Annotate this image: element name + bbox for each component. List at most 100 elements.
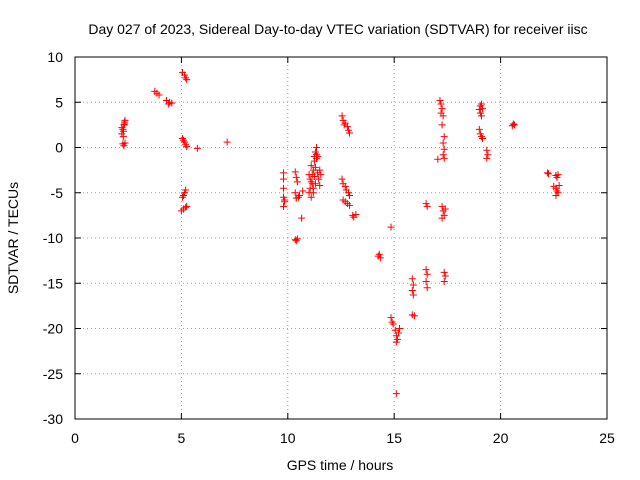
scatter-point — [298, 214, 306, 222]
scatter-point — [392, 390, 400, 398]
scatter-point — [409, 291, 417, 299]
scatter-point — [313, 151, 321, 159]
scatter-point — [410, 312, 418, 320]
x-tick-label: 15 — [386, 430, 402, 446]
scatter-point — [543, 169, 551, 177]
scatter-point — [155, 91, 163, 99]
scatter-point — [408, 286, 416, 294]
scatter-point — [180, 136, 188, 144]
scatter-point — [349, 211, 357, 219]
scatter-point — [292, 173, 300, 181]
scatter-point — [484, 151, 492, 159]
scatter-point — [307, 162, 315, 170]
scatter-point — [310, 172, 318, 180]
x-tick-label: 20 — [493, 430, 509, 446]
scatter-point — [340, 121, 348, 129]
scatter-point — [441, 205, 449, 213]
scatter-point — [440, 133, 448, 141]
x-tick-label: 25 — [599, 430, 615, 446]
scatter-point — [389, 320, 397, 328]
x-tick-label: 5 — [178, 430, 186, 446]
scatter-point — [423, 270, 431, 278]
scatter-point — [294, 193, 302, 201]
x-axis-label: GPS time / hours — [287, 457, 394, 473]
scatter-point — [439, 112, 447, 120]
scatter-point — [422, 266, 430, 274]
scatter-point — [555, 182, 563, 190]
chart-title: Day 027 of 2023, Sidereal Day-to-day VTE… — [88, 21, 587, 37]
scatter-point — [553, 187, 561, 195]
scatter-point — [291, 168, 299, 176]
scatter-point — [178, 193, 186, 201]
scatter-point — [119, 133, 127, 141]
scatter-point — [477, 112, 485, 120]
scatter-point — [346, 201, 354, 209]
scatter-point — [436, 96, 444, 104]
scatter-point — [280, 175, 288, 183]
tick-labels: 0 5 10 15 20 25 -30 -25 -20 -15 -10 -5 0 5 10 — [43, 49, 615, 446]
scatter-point — [341, 119, 349, 127]
scatter-point — [183, 76, 191, 84]
scatter-point — [483, 146, 491, 154]
scatter-point — [121, 120, 129, 128]
scatter-point — [168, 99, 176, 107]
scatter-point — [479, 105, 487, 113]
tick-marks — [74, 56, 608, 420]
scatter-point — [483, 154, 491, 162]
scatter-point — [439, 151, 447, 159]
y-tick-label: -30 — [43, 411, 63, 427]
scatter-point — [183, 202, 191, 210]
scatter-point — [439, 139, 447, 147]
scatter-point — [346, 191, 354, 199]
scatter-point — [280, 202, 288, 210]
scatter-point — [182, 186, 190, 194]
scatter-point — [438, 105, 446, 113]
y-tick-label: -15 — [43, 275, 63, 291]
scatter-point — [544, 170, 552, 178]
scatter-point — [317, 171, 325, 179]
scatter-point — [392, 338, 400, 346]
y-tick-label: -10 — [43, 230, 63, 246]
scatter-point — [178, 134, 186, 142]
x-tick-label: 0 — [71, 430, 79, 446]
grid-lines — [75, 57, 607, 419]
scatter-point — [299, 187, 307, 195]
scatter-point — [437, 100, 445, 108]
y-tick-label: 10 — [47, 49, 63, 65]
scatter-point — [193, 144, 201, 152]
scatter-point — [394, 329, 402, 337]
y-tick-label: 5 — [55, 94, 63, 110]
scatter-point — [316, 182, 324, 190]
scatter-point — [509, 120, 517, 128]
scatter-point — [440, 277, 448, 285]
scatter-point — [409, 281, 417, 289]
scatter-point — [296, 191, 304, 199]
scatter-point — [311, 180, 319, 188]
scatter-point — [121, 139, 129, 147]
scatter-point — [396, 325, 404, 332]
scatter-point — [477, 100, 485, 108]
scatter-point — [313, 144, 321, 151]
scatter-point — [183, 143, 191, 151]
y-tick-label: -20 — [43, 321, 63, 337]
y-tick-label: -25 — [43, 366, 63, 382]
scatter-point — [477, 133, 485, 141]
scatter-point — [280, 169, 288, 177]
scatter-point — [440, 145, 448, 153]
scatter-point — [438, 121, 446, 129]
scatter-point — [434, 155, 442, 163]
scatter-point — [346, 129, 354, 137]
scatter-point — [475, 105, 483, 113]
scatter-point — [309, 189, 317, 197]
scatter-point — [280, 184, 288, 192]
scatter-point — [440, 154, 448, 162]
scatter-point — [311, 163, 319, 171]
scatter-point — [352, 210, 360, 218]
data-points — [118, 68, 563, 398]
x-tick-label: 10 — [280, 430, 296, 446]
scatter-point — [343, 123, 351, 131]
scatter-point — [293, 178, 301, 186]
y-tick-label: 0 — [55, 140, 63, 156]
scatter-point — [307, 178, 315, 186]
